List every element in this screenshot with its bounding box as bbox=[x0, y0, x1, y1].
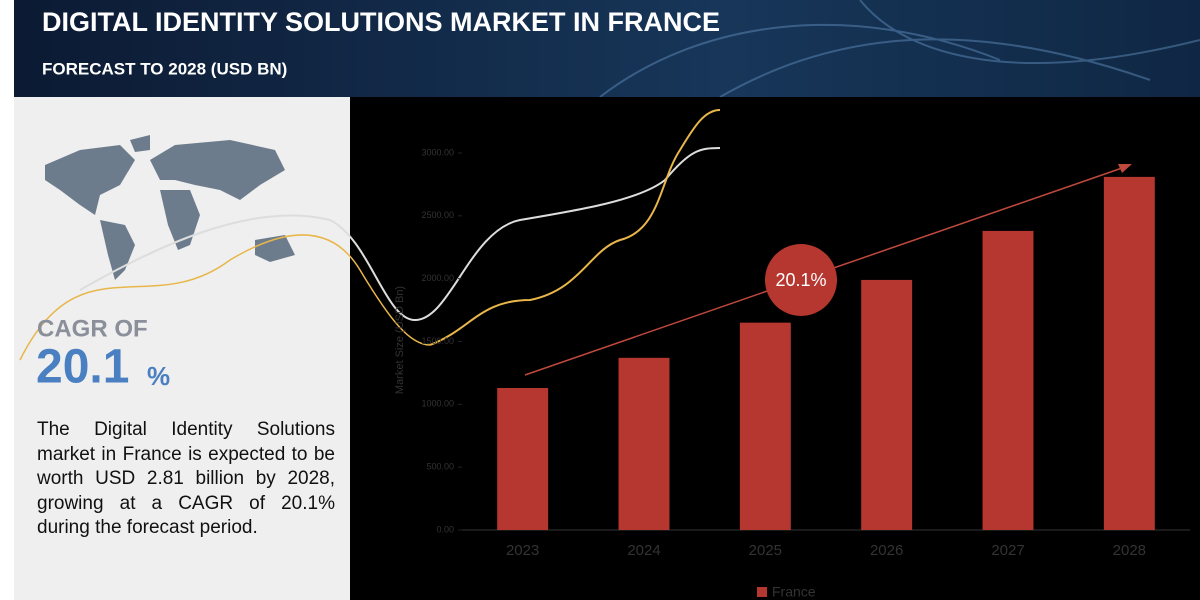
bar bbox=[739, 322, 791, 530]
bar bbox=[982, 230, 1034, 530]
header-bg bbox=[14, 0, 1200, 97]
annotation-bubble bbox=[765, 244, 837, 316]
y-tick-label: 1500.00 bbox=[421, 336, 454, 346]
cagr-value: 20.1 bbox=[36, 341, 129, 394]
bar bbox=[618, 357, 670, 530]
subtitle: FORECAST TO 2028 (USD BN) bbox=[42, 59, 287, 78]
x-tick-label: 2026 bbox=[870, 542, 903, 559]
bar bbox=[861, 279, 913, 530]
description: The Digital Identity Solutions market in… bbox=[37, 419, 335, 538]
world-map bbox=[45, 135, 295, 280]
trend-arrowhead bbox=[1118, 164, 1132, 173]
header-decor bbox=[599, 0, 1200, 98]
cagr-label: CAGR OF bbox=[37, 315, 148, 342]
decor-curve bbox=[19, 234, 431, 361]
title: DIGITAL IDENTITY SOLUTIONS MARKET IN FRA… bbox=[42, 7, 720, 37]
y-tick-label: 500.00 bbox=[426, 462, 454, 472]
y-axis-label: Market Size (USD Bn) bbox=[394, 286, 406, 394]
decor-curve bbox=[79, 147, 721, 322]
legend-label: France bbox=[772, 584, 816, 600]
legend-swatch bbox=[757, 587, 767, 597]
y-tick-label: 2500.00 bbox=[421, 210, 454, 220]
bar bbox=[1103, 176, 1155, 531]
cagr-unit: % bbox=[147, 361, 170, 391]
x-tick-label: 2027 bbox=[991, 542, 1024, 559]
y-tick-label: 2000.00 bbox=[421, 273, 454, 283]
bar bbox=[497, 387, 549, 530]
decor-curve bbox=[429, 109, 721, 346]
y-tick-label: 1000.00 bbox=[421, 399, 454, 409]
x-tick-label: 2028 bbox=[1113, 542, 1146, 559]
x-tick-label: 2025 bbox=[749, 542, 782, 559]
y-tick-label: 0.00 bbox=[436, 524, 454, 534]
x-tick-label: 2024 bbox=[627, 542, 660, 559]
y-tick-label: 3000.00 bbox=[421, 147, 454, 157]
x-tick-label: 2023 bbox=[506, 542, 539, 559]
annotation: 20.1% bbox=[775, 270, 826, 290]
